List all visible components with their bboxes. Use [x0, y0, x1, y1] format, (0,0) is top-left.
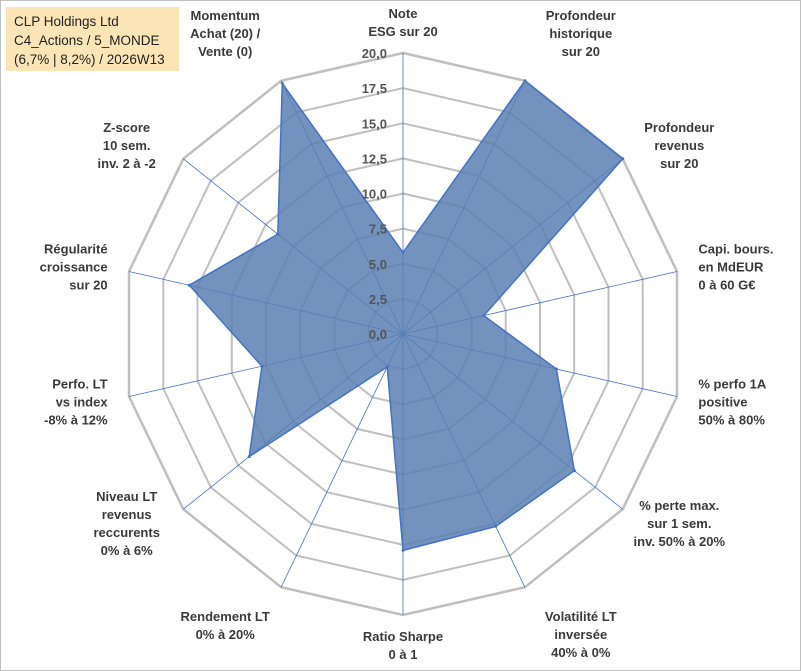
axis-label-line: -8% à 12%: [44, 412, 108, 427]
data-point: [276, 232, 280, 236]
axis-label-line: Z-score: [103, 120, 150, 135]
axis-label-line: Rendement LT: [181, 609, 270, 624]
axis-label-line: Profondeur: [546, 8, 616, 23]
axis-label: Capi. bours. en MdEUR 0 à 60 G€: [698, 242, 773, 293]
axis-label-line: % perte max.: [639, 498, 719, 513]
data-point: [482, 314, 486, 318]
axis-label-line: inversée: [554, 627, 607, 642]
axis-label: Régularité croissance sur 20: [40, 242, 108, 293]
axis-label-line: Achat (20) /: [190, 26, 260, 41]
axis-label-line: % perfo 1A: [698, 376, 767, 391]
tick-label: 12,5: [362, 151, 387, 166]
data-point: [247, 455, 251, 459]
axis-label-line: Momentum: [191, 8, 260, 23]
axis-label-line: 0 à 1: [389, 647, 418, 662]
axis-label-line: 0 à 60 G€: [698, 278, 755, 293]
axis-label-line: Profondeur: [644, 120, 714, 135]
axis-label: % perfo 1A positive 50% à 80%: [698, 376, 767, 427]
tick-label: 15,0: [362, 116, 387, 131]
tick-layer: 0,0 2,5 5,0 7,5 10,0 12,5 15,0 17,5 20,0: [362, 46, 387, 342]
axis-label-line: 40% à 0%: [551, 645, 611, 660]
axis-label: Rendement LT 0% à 20%: [181, 609, 270, 642]
tick-label: 20,0: [362, 46, 387, 61]
axis-label: Ratio Sharpe 0 à 1: [363, 629, 443, 662]
axis-label-line: Ratio Sharpe: [363, 629, 443, 644]
axis-label-line: sur 20: [562, 44, 600, 59]
series-area: [188, 79, 624, 552]
axis-label: Momentum Achat (20) / Vente (0): [190, 8, 260, 59]
data-point: [385, 365, 389, 369]
axis-label-line: croissance: [40, 260, 108, 275]
axis-label-line: Note: [389, 6, 418, 21]
tick-label: 5,0: [369, 257, 387, 272]
data-point: [187, 283, 191, 287]
axis-label-line: Perfo. LT: [52, 376, 107, 391]
tick-label: 2,5: [369, 292, 387, 307]
axis-label-line: 50% à 80%: [698, 412, 765, 427]
axis-label-line: inv. 2 à -2: [98, 156, 156, 171]
data-point: [523, 79, 527, 83]
axis-label-line: ESG sur 20: [368, 24, 437, 39]
axis-label: Volatilité LT inversée 40% à 0%: [545, 609, 617, 660]
data-layer: [187, 79, 625, 552]
axis-label-line: 0% à 6%: [101, 543, 153, 558]
axis-label-line: historique: [549, 26, 612, 41]
data-point: [494, 524, 498, 528]
tick-label: 7,5: [369, 222, 387, 237]
tick-label: 0,0: [369, 327, 387, 342]
axis-label-line: Capi. bours.: [698, 242, 773, 257]
axis-label-line: Niveau LT: [96, 489, 157, 504]
chart-title-box: CLP Holdings Ltd C4_Actions / 5_MONDE (6…: [6, 7, 179, 71]
axis-label-line: reccurents: [93, 525, 159, 540]
axis-label-line: sur 1 sem.: [647, 516, 711, 531]
tick-label: 17,5: [362, 81, 387, 96]
data-point: [572, 469, 576, 473]
axis-label-line: sur 20: [660, 156, 698, 171]
axis-label-line: Vente (0): [198, 44, 252, 59]
data-point: [554, 367, 558, 371]
axis-label: % perte max. sur 1 sem. inv. 50% à 20%: [634, 498, 726, 549]
axis-label-line: 10 sem.: [103, 138, 151, 153]
axis-label: Niveau LT revenus reccurents 0% à 6%: [93, 489, 159, 558]
label-layer: Note ESG sur 20 Profondeur historique sur 20…: [40, 6, 774, 662]
axis-label-line: Régularité: [44, 242, 108, 257]
axis-label-line: positive: [698, 394, 747, 409]
axis-label: Profondeur historique sur 20: [546, 8, 616, 59]
axis-label-line: vs index: [56, 394, 109, 409]
axis-label-line: revenus: [102, 507, 152, 522]
axis-label-line: revenus: [654, 138, 704, 153]
axis-label-line: Volatilité LT: [545, 609, 617, 624]
tick-label: 10,0: [362, 187, 387, 202]
axis-label: Z-score 10 sem. inv. 2 à -2: [98, 120, 156, 171]
axis-label-line: sur 20: [69, 278, 107, 293]
title-category: C4_Actions / 5_MONDE: [14, 33, 160, 48]
axis-label: Perfo. LT vs index -8% à 12%: [44, 376, 108, 427]
data-point: [280, 81, 284, 85]
data-point: [260, 364, 264, 368]
axis-label: Profondeur revenus sur 20: [644, 120, 714, 171]
data-point: [401, 251, 405, 254]
title-period: (6,7% | 8,2%) / 2026W13: [14, 52, 165, 67]
data-point: [621, 157, 625, 161]
axis-label-line: inv. 50% à 20%: [634, 534, 726, 549]
title-company: CLP Holdings Ltd: [14, 14, 119, 29]
axis-spoke: [280, 333, 404, 588]
axis-label-line: en MdEUR: [698, 260, 764, 275]
data-point: [401, 548, 405, 552]
axis-label-line: 0% à 20%: [196, 627, 256, 642]
axis-label: Note ESG sur 20: [368, 6, 437, 39]
